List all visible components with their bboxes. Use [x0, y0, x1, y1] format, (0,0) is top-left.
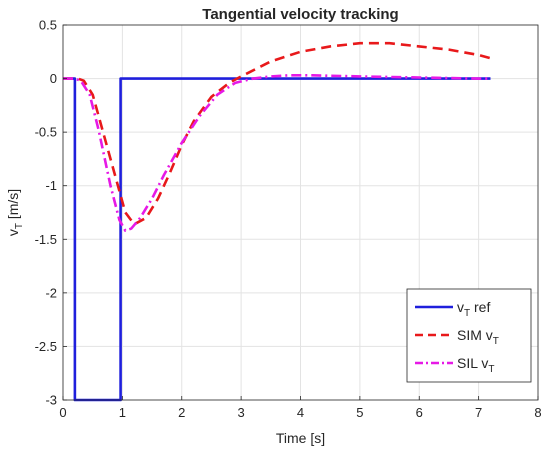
chart-title: Tangential velocity tracking — [202, 6, 398, 23]
y-tick-label: -2 — [45, 285, 57, 300]
legend-label-sil: SIL vT — [457, 355, 495, 375]
y-label-sub: T — [14, 223, 25, 229]
x-axis-ticks: 0 1 2 3 4 5 6 7 8 — [59, 396, 542, 420]
y-label-main: v — [5, 229, 21, 236]
x-tick-label: 6 — [416, 405, 423, 420]
y-tick-label: -3 — [45, 393, 57, 408]
y-tick-label: -1.5 — [35, 232, 57, 247]
legend-box — [406, 288, 532, 383]
x-tick-label: 0 — [59, 405, 66, 420]
x-tick-label: 5 — [356, 405, 363, 420]
x-axis-label: Time [s] — [276, 430, 325, 446]
y-axis-label: vT [m/s] — [5, 189, 25, 236]
x-tick-label: 2 — [178, 405, 185, 420]
legend: vT ref SIM vT SIL vT — [406, 288, 532, 383]
x-tick-label: 4 — [297, 405, 304, 420]
series-line-sim — [63, 41, 491, 226]
y-label-unit: [m/s] — [5, 189, 21, 223]
y-tick-label: -0.5 — [35, 125, 57, 140]
x-tick-label: 1 — [119, 405, 126, 420]
y-tick-label: 0 — [50, 71, 57, 86]
legend-label-sim: SIM vT — [457, 327, 499, 347]
y-tick-label: 0.5 — [39, 18, 57, 33]
y-tick-label: -2.5 — [35, 339, 57, 354]
y-tick-label: -1 — [45, 178, 57, 193]
y-axis-ticks: 0.5 0 -0.5 -1 -1.5 -2 -2.5 -3 — [35, 18, 67, 408]
x-tick-label: 7 — [475, 405, 482, 420]
x-tick-label: 8 — [534, 405, 541, 420]
x-tick-label: 3 — [238, 405, 245, 420]
series-line-sil — [63, 74, 491, 233]
legend-label-ref: vT ref — [457, 299, 490, 319]
